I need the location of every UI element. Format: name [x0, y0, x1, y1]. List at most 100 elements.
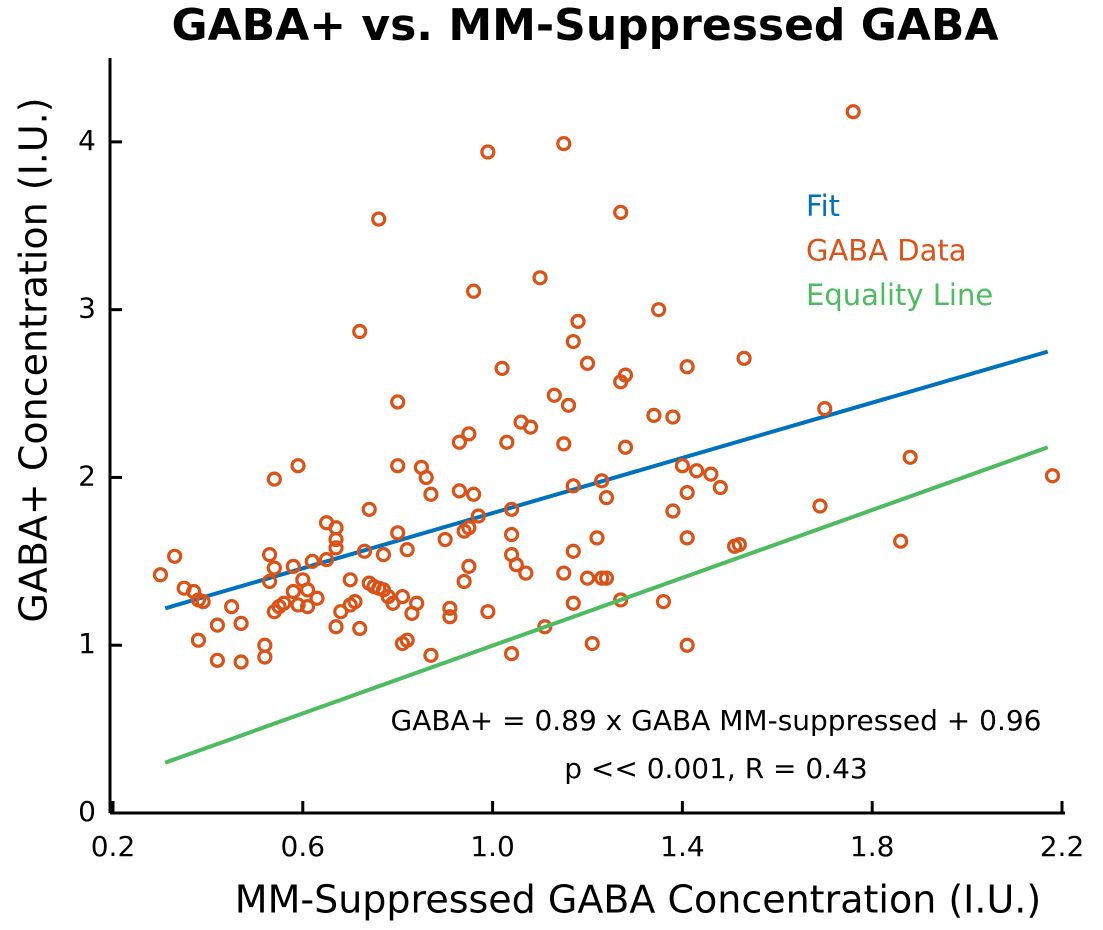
point: [195, 593, 211, 610]
point: [461, 558, 477, 574]
point: [437, 531, 453, 548]
point: [646, 407, 662, 423]
point: [261, 547, 278, 563]
point: [423, 486, 439, 502]
point: [257, 649, 273, 665]
point: [893, 533, 909, 549]
point: [565, 478, 581, 494]
point: [655, 593, 672, 610]
point: [679, 359, 695, 375]
point: [409, 595, 425, 611]
point: [579, 570, 596, 586]
point: [845, 104, 861, 120]
point: [579, 355, 596, 371]
point: [665, 409, 681, 425]
point: [209, 652, 225, 668]
point: [224, 599, 240, 615]
point: [266, 471, 282, 487]
y-tick-label: 1: [78, 627, 96, 660]
point: [812, 498, 828, 514]
point: [285, 583, 301, 600]
x-tick-label: 2.2: [1040, 830, 1085, 863]
point: [309, 590, 325, 606]
point: [679, 530, 695, 546]
point: [347, 593, 363, 610]
point: [466, 486, 482, 502]
point: [233, 654, 249, 670]
point: [442, 600, 458, 616]
point: [598, 570, 615, 586]
point: [328, 531, 344, 548]
point: [299, 582, 316, 598]
y-tick-label: 2: [78, 459, 96, 492]
y-tick-label: 3: [78, 292, 96, 325]
point: [570, 313, 586, 330]
point: [371, 211, 387, 227]
y-axis-label: GABA+ Concentration (I.U.): [12, 97, 56, 622]
point: [361, 501, 377, 517]
point: [503, 501, 520, 517]
point: [390, 458, 406, 474]
point: [594, 473, 610, 489]
x-tick-label: 1.8: [850, 830, 895, 863]
point: [399, 632, 415, 648]
point: [480, 604, 496, 620]
point: [712, 479, 728, 496]
point: [651, 302, 667, 318]
point: [466, 283, 482, 299]
point: [352, 323, 368, 340]
point: [290, 458, 306, 474]
point: [356, 543, 373, 559]
point: [674, 458, 691, 474]
point: [209, 617, 225, 633]
x-tick-label: 0.6: [281, 830, 326, 863]
annotation: p << 0.001, R = 0.43: [564, 752, 868, 785]
point: [418, 469, 434, 486]
point: [461, 520, 477, 536]
point: [617, 439, 634, 455]
point: [442, 609, 458, 625]
legend-entry: Equality Line: [806, 278, 993, 312]
point: [494, 360, 510, 376]
point: [190, 632, 207, 648]
point: [598, 489, 615, 506]
x-axis-label: MM-Suppressed GABA Concentration (I.U.): [235, 878, 1041, 922]
point: [565, 543, 581, 559]
point: [451, 434, 467, 450]
point: [266, 560, 282, 576]
point: [902, 449, 918, 465]
point: [375, 547, 392, 563]
y-tick-label: 4: [78, 124, 96, 157]
point: [390, 394, 406, 410]
point: [556, 565, 572, 581]
point: [522, 419, 539, 435]
point: [285, 558, 301, 574]
point: [731, 536, 747, 553]
point: [390, 525, 406, 541]
point: [560, 397, 577, 413]
point: [594, 570, 610, 586]
point: [665, 503, 681, 519]
point: [470, 508, 486, 524]
point: [328, 619, 344, 635]
x-tick-label: 0.2: [91, 830, 136, 863]
point: [167, 548, 183, 564]
point: [556, 436, 572, 452]
point: [613, 204, 629, 220]
point: [589, 530, 605, 546]
point: [508, 557, 524, 573]
point: [503, 526, 520, 543]
point: [703, 466, 719, 482]
point: [518, 565, 534, 581]
point: [423, 647, 439, 663]
point: [461, 426, 477, 442]
x-tick-label: 1.0: [470, 830, 515, 863]
point: [328, 540, 344, 556]
point: [352, 620, 368, 637]
point: [318, 552, 335, 568]
point: [556, 135, 572, 152]
point: [679, 484, 695, 501]
point: [689, 463, 705, 479]
point: [276, 595, 292, 611]
